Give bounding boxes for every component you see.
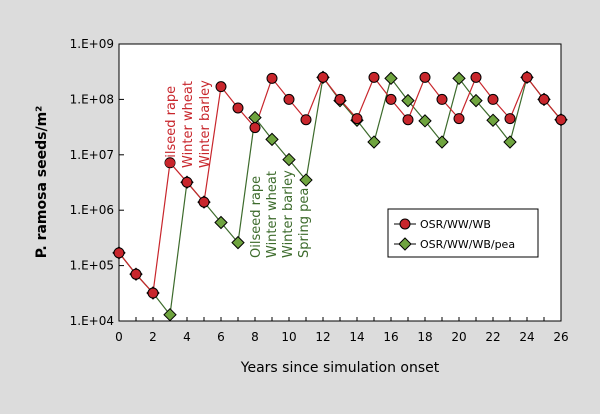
data-point-circle	[198, 196, 210, 208]
data-point-circle	[538, 93, 550, 105]
x-tick-label: 26	[553, 330, 568, 344]
data-point-circle	[317, 71, 329, 83]
x-tick-label: 8	[251, 330, 259, 344]
annotation-label: Spring pea	[297, 188, 312, 258]
data-point-diamond	[401, 93, 415, 108]
x-tick-label: 18	[417, 330, 432, 344]
data-point-diamond	[231, 235, 245, 250]
data-point-circle	[436, 93, 448, 105]
data-point-diamond	[265, 132, 279, 147]
data-point-circle	[470, 71, 482, 83]
data-point-diamond	[435, 135, 449, 149]
y-tick-label: 1.E+09	[70, 37, 114, 51]
data-point-circle	[521, 71, 533, 83]
annotation-label: Oilseed rape	[249, 176, 264, 258]
data-point-circle	[555, 114, 567, 126]
y-tick-label: 1.E+07	[70, 148, 114, 162]
annotation-label: Oilseed rape	[164, 86, 179, 168]
legend-box	[387, 208, 539, 258]
data-point-circle	[487, 93, 499, 105]
data-point-circle	[113, 247, 125, 259]
data-point-circle	[130, 268, 142, 280]
data-point-circle	[266, 72, 278, 84]
x-tick-label: 14	[349, 330, 364, 344]
x-tick-label: 2	[149, 330, 157, 344]
y-tick-label: 1.E+06	[70, 203, 114, 217]
x-tick-label: 16	[383, 330, 398, 344]
data-point-diamond	[486, 113, 500, 127]
data-point-diamond	[452, 71, 466, 86]
x-axis: 0 2 4 6 8 10 12 14 16 18 20 22 24 26	[115, 317, 569, 344]
data-point-diamond	[299, 173, 313, 187]
data-point-circle	[351, 113, 363, 125]
annotation-layer: Oilseed rape Winter wheat Winter barleyOil…	[164, 80, 312, 258]
data-point-circle	[334, 93, 346, 105]
data-point-diamond	[503, 135, 517, 149]
x-tick-label: 0	[115, 330, 123, 344]
x-tick-label: 12	[315, 330, 330, 344]
data-point-circle	[300, 114, 312, 126]
data-point-diamond	[214, 215, 228, 230]
data-point-circle	[147, 287, 159, 299]
y-tick-label: 1.E+05	[70, 259, 114, 273]
data-point-circle	[232, 102, 244, 114]
annotation-label: Winter wheat	[181, 81, 196, 168]
data-point-diamond	[418, 114, 432, 128]
y-axis-label: P. ramosa seeds/m²	[34, 106, 50, 259]
data-point-diamond	[163, 307, 177, 322]
y-tick-label: 1.E+04	[70, 314, 114, 328]
x-tick-label: 4	[183, 330, 191, 344]
legend-marker-1	[399, 218, 411, 230]
data-point-circle	[283, 93, 295, 105]
data-point-circle	[181, 176, 193, 188]
data-point-circle	[249, 122, 261, 134]
data-point-circle	[453, 113, 465, 125]
data-point-circle	[385, 93, 397, 105]
x-axis-label: Years since simulation onset	[240, 360, 440, 376]
annotation-label: Winter barley	[198, 80, 213, 168]
data-point-diamond	[469, 93, 483, 108]
y-tick-label: 1.E+08	[70, 92, 114, 106]
data-point-circle	[164, 157, 176, 169]
data-point-circle	[504, 113, 516, 125]
series-layer	[112, 70, 568, 322]
annotation-label: Winter wheat	[265, 171, 280, 258]
data-point-circle	[419, 71, 431, 83]
x-tick-label: 24	[519, 330, 534, 344]
data-point-circle	[215, 81, 227, 93]
data-point-diamond	[282, 152, 296, 167]
data-point-circle	[368, 71, 380, 83]
legend: OSR/WW/WB OSR/WW/WB/pea	[387, 208, 539, 258]
data-point-diamond	[367, 135, 381, 149]
x-tick-label: 10	[281, 330, 296, 344]
legend-marker-2	[398, 237, 412, 251]
legend-label-2: OSR/WW/WB/pea	[420, 238, 515, 251]
x-tick-label: 6	[217, 330, 225, 344]
annotation-label: Winter barley	[281, 170, 296, 258]
x-tick-label: 22	[485, 330, 500, 344]
y-axis: 1.E+04 1.E+05 1.E+06 1.E+07 1.E+08 1.E+09	[70, 37, 124, 328]
legend-label-1: OSR/WW/WB	[420, 218, 491, 231]
data-point-diamond	[384, 71, 398, 86]
data-point-circle	[402, 114, 414, 126]
x-tick-label: 20	[451, 330, 466, 344]
